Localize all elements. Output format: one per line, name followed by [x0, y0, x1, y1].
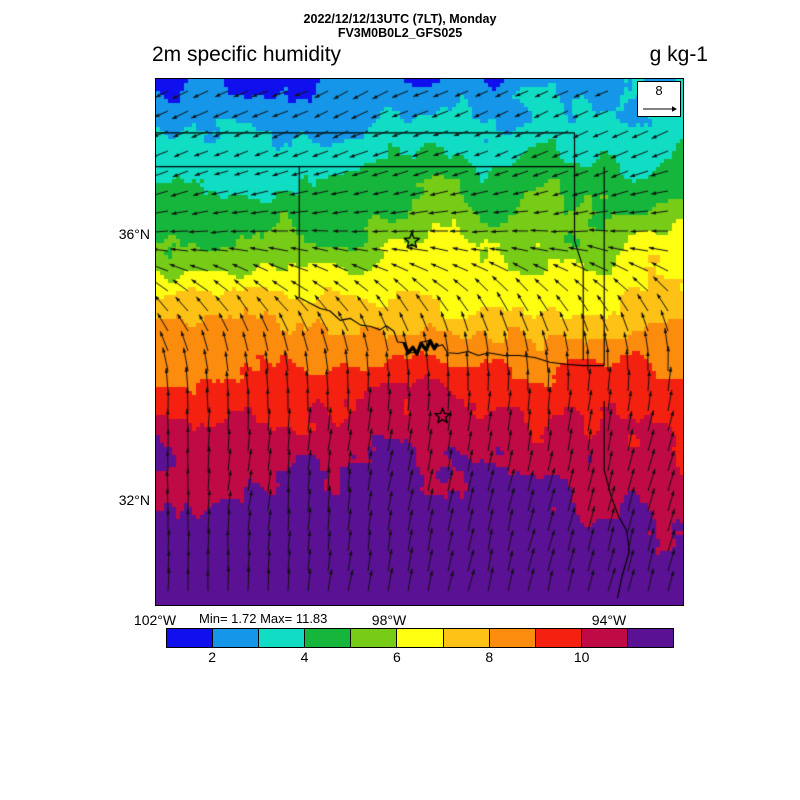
colorbar-segment-5 [397, 629, 444, 647]
vector-reference-key: 8 [637, 81, 681, 117]
field-name-label: 2m specific humidity [152, 43, 342, 66]
title-datetime: 2022/12/12/13UTC (7LT), Monday [303, 12, 497, 26]
colorbar-segment-3 [305, 629, 352, 647]
lat-tick-label-32n: 32°N [118, 492, 150, 508]
colorbar-tick-2: 2 [208, 649, 217, 665]
colorbar-segment-8 [535, 629, 582, 647]
colorbar-tick-10: 10 [573, 649, 590, 665]
colorbar-segment-0 [167, 629, 214, 647]
colorbar-tick-6: 6 [393, 649, 401, 665]
colorbar-segment-6 [443, 629, 490, 647]
units-label: g kg-1 [649, 43, 708, 66]
colorbar-tick-8: 8 [485, 649, 494, 665]
colorbar-segment-7 [489, 629, 536, 647]
colorbar [166, 628, 674, 648]
colorbar-segment-1 [213, 629, 260, 647]
colorbar-segment-9 [581, 629, 628, 647]
lon-tick-label-94w: 94°W [591, 612, 627, 628]
min-max-statistics: Min= 1.72 Max= 11.83 [199, 611, 328, 626]
colorbar-tick-4: 4 [300, 649, 309, 665]
lat-tick-label-36n: 36°N [118, 226, 150, 242]
vector-key-magnitude: 8 [655, 83, 663, 98]
right-arrow-icon [643, 106, 677, 112]
title-model: FV3M0B0L2_GFS025 [337, 26, 463, 40]
colorbar-segment-2 [259, 629, 306, 647]
lon-tick-label-102w: 102°W [133, 612, 177, 628]
colorbar-segment-4 [351, 629, 398, 647]
colorbar-segment-10 [627, 629, 674, 647]
humidity-contour-canvas [156, 79, 683, 605]
title-block: 2022/12/12/13UTC (7LT), Monday FV3M0B0L2… [0, 12, 800, 40]
map-plot-area[interactable]: 8 [155, 78, 684, 606]
colorbar-tick-labels: 2 4 6 8 10 [166, 649, 674, 667]
lon-tick-label-98w: 98°W [371, 612, 407, 628]
